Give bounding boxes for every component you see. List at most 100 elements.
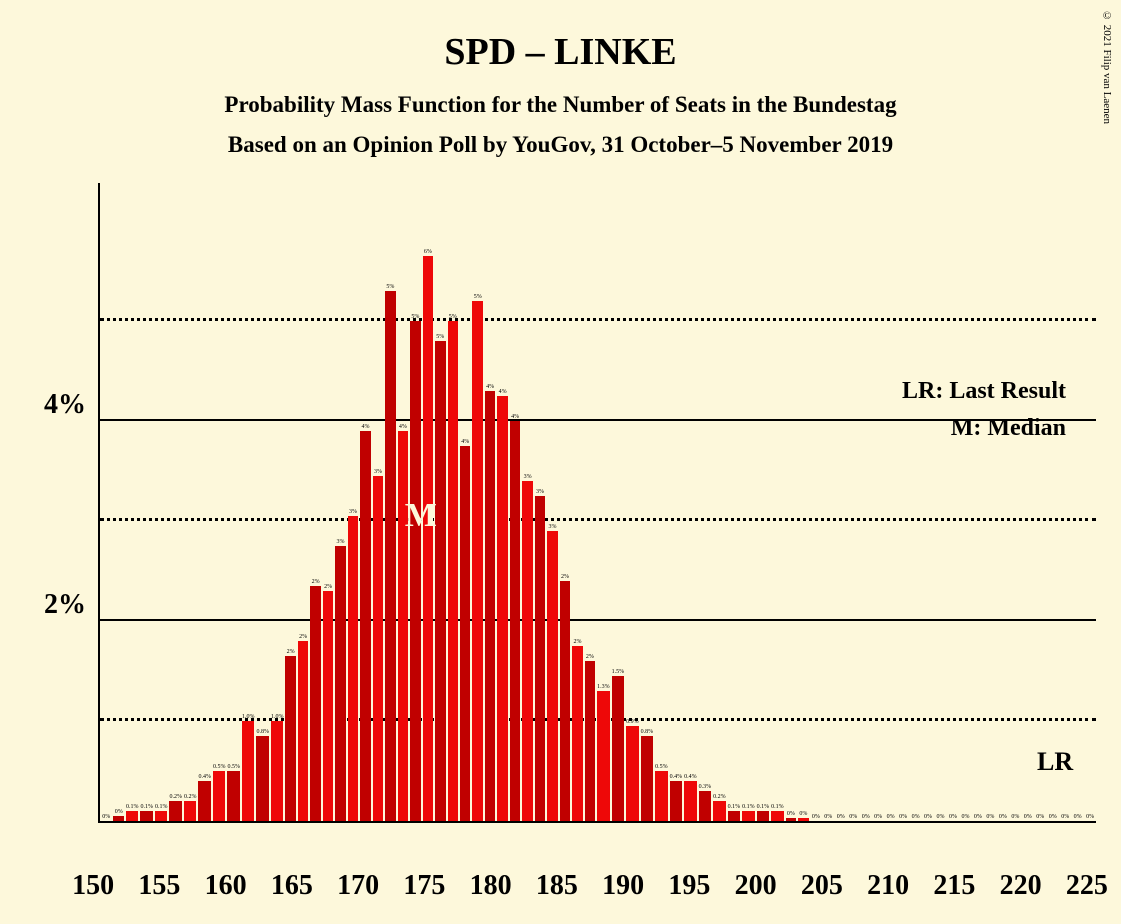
bar xyxy=(410,321,420,821)
bar xyxy=(612,676,625,821)
bar-value-label: 5% xyxy=(386,284,394,290)
bar xyxy=(373,476,383,821)
bar-value-label: 0% xyxy=(837,814,845,820)
bar-slot: 5% xyxy=(384,183,396,821)
bar xyxy=(757,811,770,821)
bar xyxy=(699,791,712,821)
bar-value-label: 0% xyxy=(887,814,895,820)
bar-value-label: 0% xyxy=(1024,814,1032,820)
bar-slot: 0% xyxy=(847,183,859,821)
bar-slot: 4% xyxy=(459,183,471,821)
bar-slot: 0.4% xyxy=(669,183,684,821)
bar-slot: 3% xyxy=(347,183,359,821)
bar-value-label: 6% xyxy=(424,249,432,255)
bar-value-label: 4% xyxy=(461,439,469,445)
bar-value-label: 0% xyxy=(912,814,920,820)
bar-value-label: 5% xyxy=(449,314,457,320)
bar xyxy=(641,736,654,821)
bar-slot: 0% xyxy=(1034,183,1046,821)
bar-value-label: 0.4% xyxy=(670,774,683,780)
bar xyxy=(385,291,395,821)
bar xyxy=(140,811,153,821)
bar-value-label: 2% xyxy=(573,639,581,645)
bar-slot: 5% xyxy=(447,183,459,821)
bar xyxy=(626,726,639,821)
bar-slot: 0.2% xyxy=(168,183,183,821)
bar-slot: 3% xyxy=(521,183,533,821)
bar-value-label: 2% xyxy=(324,584,332,590)
bar-slot: 5% xyxy=(471,183,483,821)
bar xyxy=(227,771,240,821)
bar-slot: 0% xyxy=(897,183,909,821)
x-tick-label: 150 xyxy=(60,870,126,902)
bar-value-label: 5% xyxy=(474,294,482,300)
bar-slot: 0% xyxy=(100,183,112,821)
bar xyxy=(460,446,470,821)
bar-value-label: 0% xyxy=(1074,814,1082,820)
bar-slot: 0.1% xyxy=(139,183,154,821)
bar-value-label: 0% xyxy=(874,814,882,820)
bar-value-label: 0.2% xyxy=(184,794,197,800)
bar-value-label: 0% xyxy=(974,814,982,820)
bar-slot: 0% xyxy=(1022,183,1034,821)
bar xyxy=(435,341,445,821)
bar-slot: 0% xyxy=(909,183,921,821)
bar xyxy=(348,516,358,821)
bar-value-label: 0.1% xyxy=(742,804,755,810)
chart-subtitle-2: Based on an Opinion Poll by YouGov, 31 O… xyxy=(0,118,1121,158)
bar-slot: 2% xyxy=(309,183,321,821)
bar xyxy=(423,256,433,821)
bar-slot: 0% xyxy=(859,183,871,821)
bar-value-label: 3% xyxy=(549,524,557,530)
bar-value-label: 1.5% xyxy=(612,669,625,675)
bar xyxy=(126,811,139,821)
bar-slot: 0% xyxy=(984,183,996,821)
bar-value-label: 1.3% xyxy=(597,684,610,690)
bar-value-label: 5% xyxy=(411,314,419,320)
bar xyxy=(285,656,295,821)
bar-value-label: 0% xyxy=(986,814,994,820)
x-tick-label: 215 xyxy=(921,870,987,902)
bar xyxy=(113,816,123,821)
bar xyxy=(535,496,545,821)
x-tick-label: 190 xyxy=(590,870,656,902)
bar-slot: 0.5% xyxy=(212,183,227,821)
bar-value-label: 0.1% xyxy=(126,804,139,810)
x-tick-label: 200 xyxy=(723,870,789,902)
bar-slot: 5% xyxy=(434,183,446,821)
bar-value-label: 0% xyxy=(862,814,870,820)
bar-slot: 0% xyxy=(822,183,834,821)
x-tick-label: 225 xyxy=(1054,870,1120,902)
bar xyxy=(597,691,610,821)
bar-value-label: 0.4% xyxy=(684,774,697,780)
x-tick-label: 165 xyxy=(259,870,325,902)
bar xyxy=(572,646,582,821)
bar-slot: 1.3% xyxy=(596,183,611,821)
bar-value-label: 0% xyxy=(1061,814,1069,820)
bar-slot: 0% xyxy=(112,183,124,821)
chart-title: SPD – LINKE xyxy=(0,0,1121,74)
bar-value-label: 1.0% xyxy=(271,714,284,720)
bar-value-label: 3% xyxy=(374,469,382,475)
bar-value-label: 0% xyxy=(937,814,945,820)
bar-value-label: 0.5% xyxy=(227,764,240,770)
bar-slot: 0.1% xyxy=(756,183,771,821)
bar-slot: 3% xyxy=(372,183,384,821)
bar-value-label: 3% xyxy=(536,489,544,495)
bar-slot: 0.2% xyxy=(183,183,198,821)
bar xyxy=(522,481,532,821)
bar-slot: 0.5% xyxy=(226,183,241,821)
bar-value-label: 0.3% xyxy=(699,784,712,790)
bar-value-label: 2% xyxy=(561,574,569,580)
plot-area: LR: Last Result M: Median 0%0%0.1%0.1%0.… xyxy=(98,183,1096,823)
bar-slot: 4% xyxy=(484,183,496,821)
bar xyxy=(670,781,683,821)
bar-value-label: 0.1% xyxy=(155,804,168,810)
bar xyxy=(155,811,168,821)
bar xyxy=(298,641,308,821)
bar xyxy=(472,301,482,821)
bar-value-label: 2% xyxy=(287,649,295,655)
bar-value-label: 0.8% xyxy=(256,729,269,735)
bar-slot: 0% xyxy=(947,183,959,821)
bar-value-label: 0.9% xyxy=(626,719,639,725)
